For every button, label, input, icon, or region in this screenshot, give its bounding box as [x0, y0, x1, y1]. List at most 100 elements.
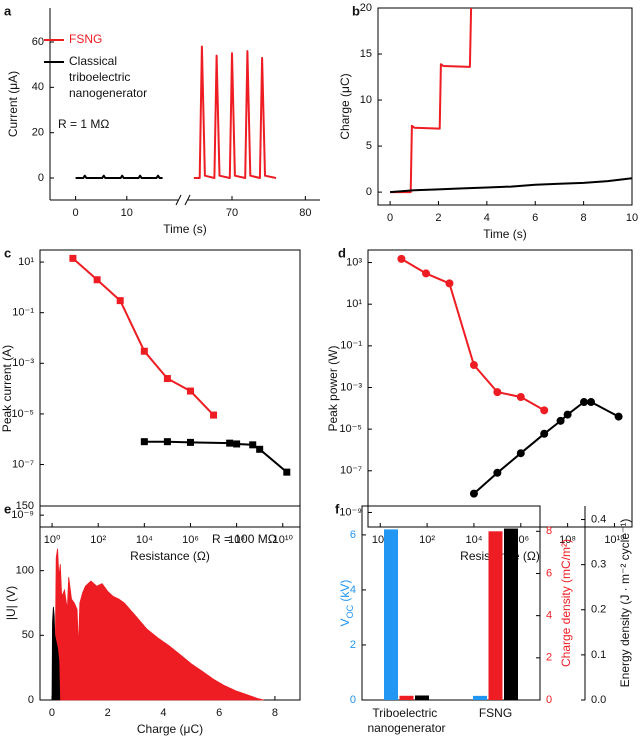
y-tick-label: 15	[360, 48, 372, 60]
marker	[469, 361, 478, 370]
marker	[163, 375, 171, 383]
axis-break	[175, 194, 182, 206]
x-tick-label: 8	[581, 212, 587, 224]
marker	[397, 254, 406, 263]
y-tick-label: 10⁻⁵	[11, 408, 34, 420]
marker	[540, 429, 549, 438]
x-axis-label: Charge (μC)	[137, 722, 203, 736]
y-tick-label: 10⁻⁷	[12, 458, 34, 470]
x-tick-label: 6	[216, 707, 222, 719]
marker	[140, 438, 148, 446]
marker	[469, 489, 478, 498]
y-tick-label: 6	[350, 529, 356, 541]
y-tick-label: 50	[22, 629, 34, 641]
marker	[516, 392, 525, 401]
x-tick-label: 0	[73, 207, 79, 219]
marker	[587, 398, 596, 407]
plot-frame	[377, 7, 633, 206]
y-tick-label: 10	[360, 94, 372, 106]
y-tick-label: 6	[546, 567, 552, 579]
y-tick-label: 0.4	[591, 513, 606, 525]
marker	[580, 398, 589, 407]
y-tick-label: 0.0	[591, 694, 606, 706]
legend-label: Classical triboelectric nanogenerator	[69, 54, 147, 100]
x-tick-label: 2	[105, 707, 111, 719]
y-tick-label: 4	[350, 584, 356, 596]
y-axis-label: VOC (kV)	[338, 580, 355, 627]
bar	[384, 529, 398, 700]
marker	[422, 269, 431, 278]
y-axis-label: Peak current (A)	[0, 345, 14, 432]
y-tick-label: 2	[350, 639, 356, 651]
marker	[93, 276, 101, 284]
y-tick-label: 0.1	[591, 649, 606, 661]
y-tick-label: 0	[366, 186, 372, 198]
y-tick-label: 60	[32, 36, 44, 48]
marker	[556, 416, 565, 425]
marker	[233, 440, 241, 448]
y-tick-label: 10⁻¹	[340, 340, 362, 352]
panel-label: a	[4, 3, 12, 18]
y-axis-label-main: V	[338, 618, 352, 626]
panel-label: b	[352, 3, 360, 18]
x-tick-label: 0	[49, 707, 55, 719]
plot-frame	[367, 249, 633, 528]
y-tick-label: 4	[546, 610, 552, 622]
data-line	[390, 177, 633, 194]
y-tick-label: 0.2	[591, 604, 606, 616]
x-tick-label: 10⁴	[136, 534, 153, 546]
y-axis-label-unit: (kV)	[338, 580, 352, 605]
bar	[473, 695, 487, 700]
marker	[283, 468, 291, 476]
x-tick-label: FSNG	[479, 706, 512, 720]
y-tick-label: 0	[546, 694, 552, 706]
x-tick-label: 10⁴	[465, 534, 482, 546]
data-area	[51, 606, 61, 701]
x-tick-label: 80	[299, 207, 311, 219]
bar	[399, 695, 414, 700]
x-tick-label: 2	[435, 212, 441, 224]
x-tick-label: 10	[121, 207, 133, 219]
x-tick-label: 70	[226, 207, 238, 219]
y-tick-label: 0.3	[591, 559, 606, 571]
panel-label: c	[4, 245, 11, 260]
y-tick-label: 40	[32, 81, 44, 93]
y3-axis-label: Energy density (J · m⁻² cycle⁻¹)	[618, 519, 632, 688]
marker	[140, 347, 148, 355]
marker	[540, 406, 549, 415]
bar	[504, 528, 518, 700]
y-tick-label: 0	[28, 694, 34, 706]
plot-frame	[361, 505, 541, 701]
data-line	[400, 258, 545, 412]
x-tick-label: 10⁸	[228, 534, 245, 546]
panel-label: e	[4, 501, 11, 516]
y-axis-label: Peak power (W)	[326, 345, 340, 431]
y-tick-label: 10⁻³	[12, 357, 34, 369]
y-tick-label: 0	[350, 694, 356, 706]
data-line	[473, 401, 620, 495]
y-tick-label: 8	[546, 525, 552, 537]
y-tick-label: 20	[32, 127, 44, 139]
marker	[516, 449, 525, 458]
y-tick-label: 150	[16, 500, 34, 512]
x-axis-label: Time (s)	[483, 227, 527, 241]
y-axis-label: |U| (V)	[4, 586, 18, 620]
panel-label: d	[338, 245, 346, 260]
plot-frame	[39, 249, 301, 528]
marker	[226, 439, 234, 447]
y-axis-label: Current (μA)	[6, 71, 20, 137]
marker	[493, 388, 502, 397]
marker	[614, 412, 623, 421]
x-tick-label: 4	[484, 212, 490, 224]
bar	[488, 531, 503, 700]
data-line	[75, 174, 163, 179]
x-axis-label: Time (s)	[163, 222, 207, 236]
y-tick-label: 10³	[346, 256, 362, 268]
marker	[249, 441, 257, 449]
y-tick-label: 100	[16, 565, 34, 577]
y-tick-label: 2	[546, 652, 552, 664]
marker	[163, 438, 171, 446]
annotation: R = 1 MΩ	[58, 117, 109, 131]
